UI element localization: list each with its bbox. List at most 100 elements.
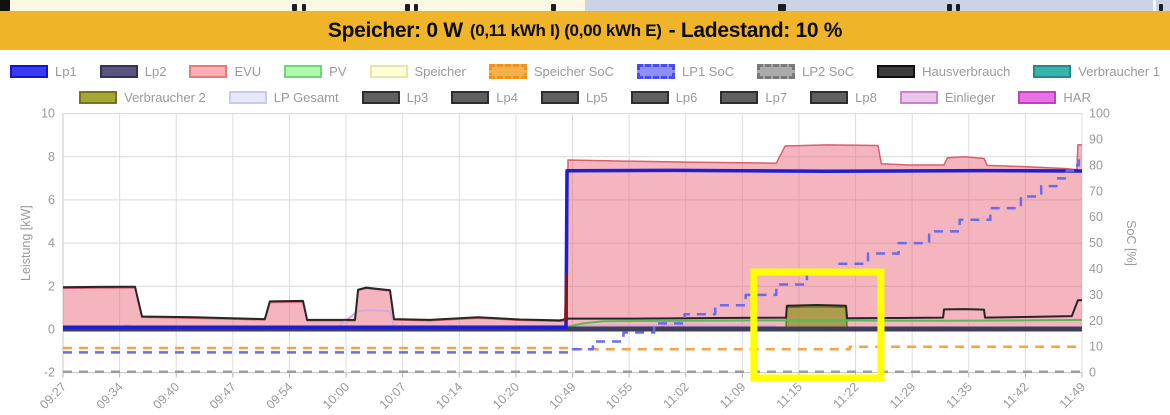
cropped-text-fragment	[302, 4, 306, 11]
legend-item-pv[interactable]: PV	[284, 64, 347, 79]
cropped-text-fragment	[551, 4, 556, 11]
banner-speicher-energy: (0,11 kWh I) (0,00 kWh E)	[469, 20, 662, 40]
legend-item-lp7[interactable]: Lp7	[720, 90, 787, 105]
legend-swatch-icon	[1033, 64, 1072, 78]
y-left-tick-label: 8	[48, 150, 55, 164]
y-right-tick-label: 0	[1089, 366, 1096, 380]
x-tick-label: 11:29	[887, 380, 918, 411]
legend-swatch-icon	[361, 90, 400, 104]
x-tick-label: 10:14	[433, 380, 465, 412]
legend-item-lp-gesamt[interactable]: LP Gesamt	[228, 90, 339, 105]
legend-swatch-icon	[810, 90, 849, 104]
y-right-tick-label: 90	[1089, 133, 1103, 147]
legend-item-evu[interactable]: EVU	[189, 64, 261, 79]
legend-label: Hausverbrauch	[922, 63, 1011, 79]
speicher-status-banner: Speicher: 0 W (0,11 kWh I) (0,00 kWh E) …	[0, 11, 1170, 50]
cropped-text-fragment	[292, 4, 297, 11]
tile-divider	[1153, 0, 1156, 11]
series-evu-spitze	[564, 273, 568, 321]
x-tick-label: 11:09	[717, 380, 748, 411]
legend-label: Lp4	[496, 89, 518, 105]
y-left-tick-label: 2	[48, 279, 55, 293]
legend-swatch-icon	[99, 64, 138, 78]
cropped-text-fragment	[778, 4, 786, 11]
cropped-tile-right	[585, 0, 1170, 11]
y-right-tick-label: 100	[1089, 107, 1110, 121]
series-verbraucher-2-fill	[786, 306, 848, 330]
x-tick-label: 11:42	[1000, 380, 1031, 411]
legend-item-lp4[interactable]: Lp4	[451, 90, 518, 105]
legend-item-verbraucher-2[interactable]: Verbraucher 2	[79, 90, 206, 105]
x-tick-label: 11:15	[774, 380, 805, 411]
banner-speicher-power: Speicher: 0 W	[327, 18, 463, 42]
series-evu-fill	[63, 144, 1082, 330]
legend-label: LP2 SoC	[802, 63, 855, 79]
legend-swatch-icon	[488, 63, 527, 79]
banner-ladestand: - Ladestand: 10 %	[668, 18, 843, 42]
legend-item-einlieger[interactable]: Einlieger	[899, 89, 996, 105]
legend-swatch-icon	[720, 90, 759, 104]
legend-label: Verbraucher 2	[124, 89, 206, 105]
cropped-tile-left	[10, 0, 585, 11]
y-right-tick-label: 20	[1089, 314, 1103, 328]
legend-label: EVU	[234, 63, 262, 79]
x-tick-label: 10:07	[377, 380, 409, 412]
legend-item-speicher[interactable]: Speicher	[369, 64, 466, 79]
y-left-tick-label: 6	[48, 193, 55, 207]
cropped-tile-black	[0, 0, 10, 11]
legend-swatch-icon	[228, 90, 267, 104]
cropped-text-fragment	[947, 4, 952, 11]
x-tick-label: 11:49	[1057, 380, 1088, 411]
legend-item-lp3[interactable]: Lp3	[361, 89, 429, 105]
x-tick-label: 09:54	[264, 380, 296, 412]
series-hausverbrauch	[62, 285, 1082, 322]
legend-item-lp1-soc[interactable]: LP1 SoC	[637, 63, 734, 79]
legend-label: Lp2	[144, 63, 167, 79]
legend-item-verbraucher-1[interactable]: Verbraucher 1	[1033, 64, 1160, 79]
series-lp1	[63, 168, 1083, 330]
legend-row-1: Lp1 Lp2 EVU PV Speicher Speicher SoC LP1 SoC LP…	[0, 58, 1170, 84]
cropped-text-fragment	[956, 4, 960, 11]
x-tick-label: 09:34	[94, 380, 126, 412]
legend-label: Einlieger	[944, 89, 996, 105]
legend-swatch-icon	[451, 90, 490, 104]
legend-label: HAR	[1063, 89, 1091, 105]
legend-item-lp2-soc[interactable]: LP2 SoC	[757, 63, 855, 79]
legend-label: Lp5	[586, 89, 608, 105]
legend-item-speicher-soc[interactable]: Speicher SoC	[488, 63, 615, 79]
legend-item-lp5[interactable]: Lp5	[541, 90, 608, 105]
x-tick-label: 10:20	[490, 380, 522, 412]
legend-swatch-icon	[189, 64, 228, 78]
x-tick-label: 11:35	[944, 380, 975, 411]
chart-legend: Lp1 Lp2 EVU PV Speicher Speicher SoC LP1 SoC LP…	[0, 58, 1170, 110]
legend-label: Speicher SoC	[533, 63, 615, 79]
x-tick-label: 10:00	[320, 380, 352, 412]
legend-swatch-icon	[899, 90, 938, 104]
legend-label: Lp3	[406, 89, 429, 105]
legend-item-lp6[interactable]: Lp6	[630, 90, 697, 105]
cropped-text-fragment	[1159, 4, 1163, 11]
legend-swatch-icon	[1018, 90, 1057, 104]
x-tick-label: 11:22	[830, 380, 861, 411]
cropped-text-fragment	[414, 4, 418, 11]
y-right-tick-label: 30	[1089, 288, 1103, 302]
y-left-tick-label: -2	[44, 366, 55, 380]
legend-item-lp8[interactable]: Lp8	[810, 90, 877, 105]
legend-row-2: Verbraucher 2 LP Gesamt Lp3 Lp4 Lp5 Lp6 Lp7 Lp8…	[0, 84, 1170, 110]
cropped-text-fragment	[405, 4, 410, 11]
y-right-tick-label: 60	[1089, 210, 1103, 224]
legend-label: Lp7	[765, 89, 788, 105]
legend-swatch-icon	[369, 64, 408, 78]
legend-label: Lp8	[855, 89, 877, 105]
legend-item-lp1[interactable]: Lp1	[10, 64, 77, 79]
series-speicher-soc	[63, 345, 1082, 351]
y-right-tick-label: 80	[1089, 158, 1103, 172]
x-tick-label: 09:27	[37, 380, 69, 412]
legend-item-lp2[interactable]: Lp2	[99, 63, 167, 79]
y-left-tick-label: 4	[48, 236, 55, 250]
legend-swatch-icon	[630, 90, 669, 104]
legend-item-har[interactable]: HAR	[1018, 89, 1091, 105]
legend-item-hausverbrauch[interactable]: Hausverbrauch	[877, 64, 1010, 79]
